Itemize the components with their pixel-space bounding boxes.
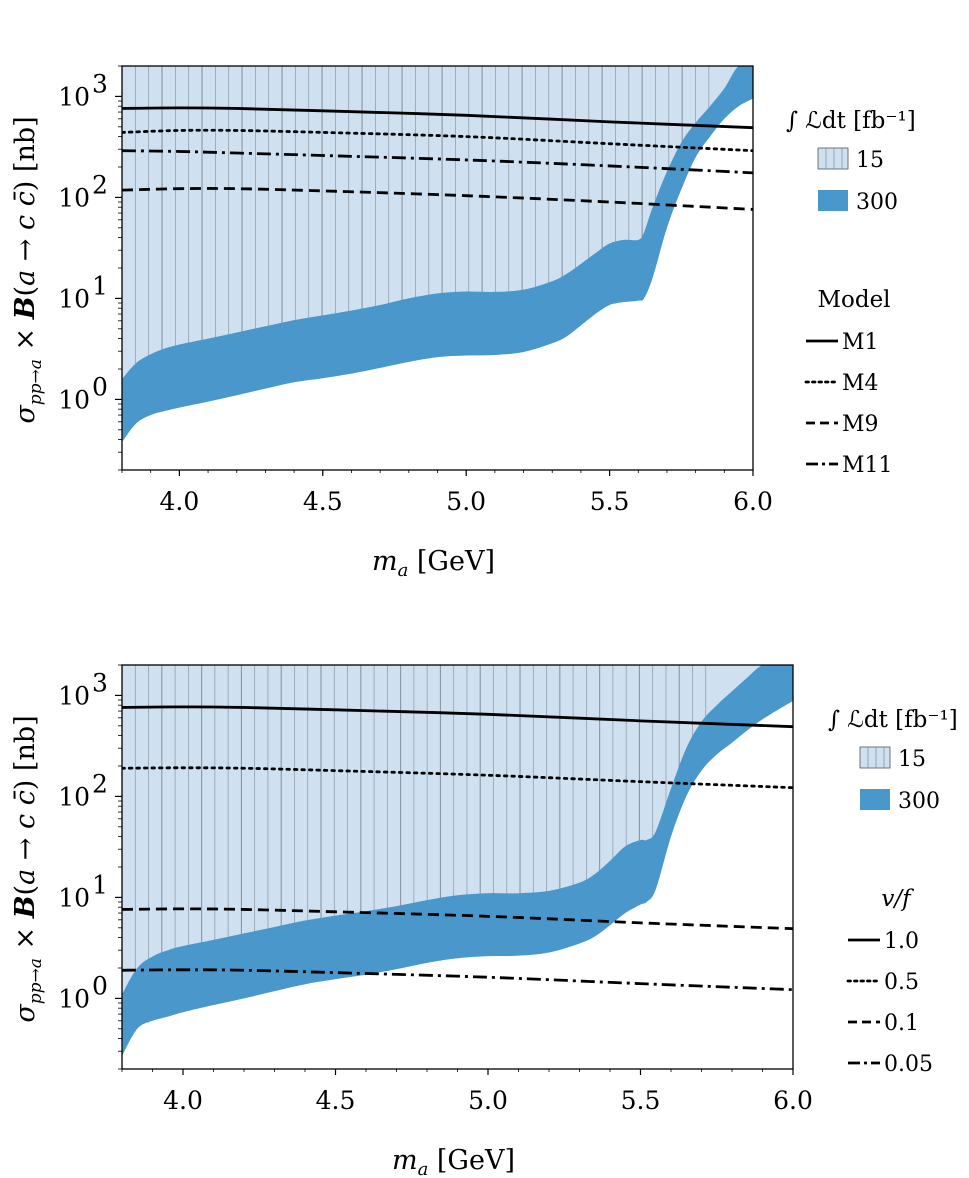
legend-label-300: 300	[898, 789, 940, 814]
legend-lumi-title: ∫ ℒdt [fb⁻¹]	[786, 108, 916, 134]
y-tick-exponent: 1	[92, 271, 108, 300]
legend-model-label: 0.5	[884, 970, 919, 995]
series-line-M4	[122, 128, 753, 153]
band-300	[122, 66, 753, 442]
y-tick-label: 10	[58, 284, 90, 313]
legend: ∫ ℒdt [fb⁻¹] 15 300 v/f 1.0 0.5 0.1 0.05	[828, 707, 958, 1077]
y-tick-exponent: 0	[92, 971, 108, 1000]
y-axis-label: σpp→a × B(a → c c̄) [nb]	[10, 116, 46, 423]
x-axis-label: ma [GeV]	[372, 546, 495, 581]
legend-label-15: 15	[856, 148, 884, 173]
legend-lumi-title: ∫ ℒdt [fb⁻¹]	[828, 707, 958, 733]
series-line-0-05	[122, 968, 793, 992]
legend-model-title: v/f	[881, 886, 914, 912]
legend-swatch-300	[818, 190, 848, 211]
y-tick-exponent: 3	[92, 69, 108, 98]
y-tick-label: 10	[58, 984, 90, 1013]
x-tick-label: 5.5	[621, 1086, 661, 1115]
y-tick-label: 10	[58, 681, 90, 710]
x-tick-label: 5.0	[468, 1086, 508, 1115]
x-tick-label: 6.0	[733, 487, 773, 516]
y-tick-label: 10	[58, 82, 90, 111]
band-300	[122, 665, 793, 1056]
x-tick-label: 4.5	[316, 1086, 356, 1115]
legend-model-label: M9	[842, 412, 879, 437]
y-tick-label: 10	[58, 385, 90, 414]
series-line-0-1	[122, 907, 793, 931]
y-tick-exponent: 3	[92, 668, 108, 697]
series-line-M9	[122, 187, 753, 211]
y-tick-label: 10	[58, 183, 90, 212]
legend-model-label: M1	[842, 330, 879, 355]
legend-swatch-300	[860, 789, 890, 810]
legend-label-300: 300	[856, 190, 898, 215]
x-tick-label: 6.0	[773, 1086, 813, 1115]
x-tick-label: 4.0	[163, 1086, 203, 1115]
x-tick-label: 4.5	[303, 487, 343, 516]
series-line-M1	[122, 106, 753, 130]
series-line-M11	[122, 149, 753, 175]
y-tick-label: 10	[58, 782, 90, 811]
y-tick-exponent: 0	[92, 372, 108, 401]
x-tick-label: 5.5	[590, 487, 630, 516]
y-tick-exponent: 2	[92, 170, 108, 199]
x-tick-label: 5.0	[446, 487, 486, 516]
series-line-0-5	[122, 766, 793, 790]
legend-swatch-15	[859, 746, 891, 769]
y-tick-exponent: 2	[92, 769, 108, 798]
legend: ∫ ℒdt [fb⁻¹] 15 300 Model M1 M4 M9 M11	[786, 108, 916, 478]
legend-model-label: M4	[842, 371, 879, 396]
legend-swatch-15	[817, 147, 849, 170]
legend-model-title: Model	[817, 287, 890, 313]
legend-label-15: 15	[898, 747, 926, 772]
legend-model-label: 0.05	[884, 1052, 933, 1077]
legend-model-label: M11	[842, 453, 893, 478]
legend-model-label: 0.1	[884, 1011, 919, 1036]
series-line-1-0	[122, 705, 793, 729]
y-axis-label: σpp→a × B(a → c c̄) [nb]	[10, 715, 46, 1022]
plot-area	[122, 665, 793, 1056]
y-tick-exponent: 1	[92, 870, 108, 899]
y-tick-label: 10	[58, 883, 90, 912]
x-tick-label: 4.0	[159, 487, 199, 516]
legend-model-label: 1.0	[884, 929, 919, 954]
plot-area	[122, 66, 753, 442]
x-axis-label: ma [GeV]	[392, 1145, 515, 1178]
